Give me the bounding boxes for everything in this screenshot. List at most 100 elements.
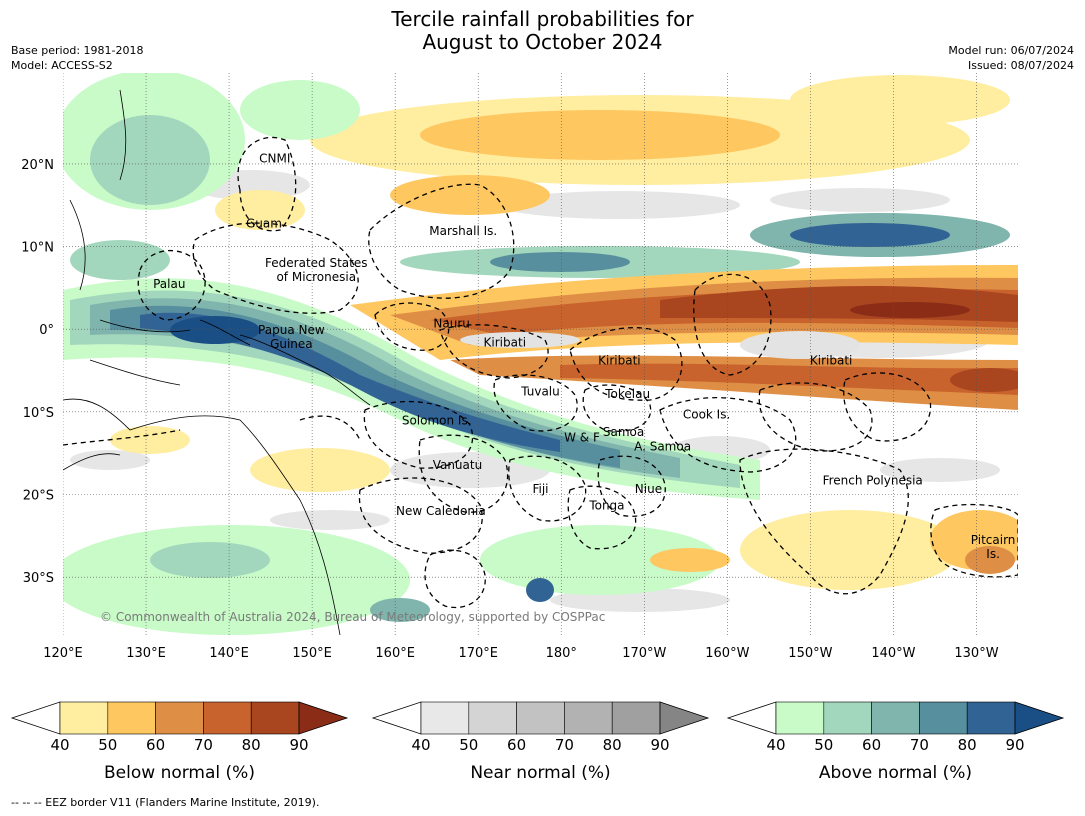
lat-tick-label: 20°N — [21, 158, 54, 173]
place-label-line: W & F — [564, 431, 600, 445]
place-label-line: CNMI — [259, 151, 290, 165]
place-label: Tonga — [588, 498, 624, 512]
place-label: Tokelau — [604, 387, 650, 401]
place-label-line: Guinea — [270, 337, 313, 351]
lon-tick-label: 180° — [546, 646, 577, 661]
longitude-tick-labels: 120°E 130°E 140°E 150°E 160°E 170°E 180° 170°W 1… — [43, 646, 998, 661]
place-label-line: Is. — [986, 547, 1000, 561]
place-label-line: Samoa — [603, 425, 644, 439]
eez-source-footnote: -- -- -- EEZ border V11 (Flanders Marine… — [11, 796, 320, 809]
colorbar-tick-label: 80 — [958, 736, 977, 754]
place-label-line: Tokelau — [604, 387, 650, 401]
colorbar-tick-label: 80 — [603, 736, 622, 754]
colorbar-segment — [871, 701, 920, 735]
below-normal-colorbar: 40 50 60 70 80 90 Below normal (%) — [10, 701, 349, 783]
colorbar-extend-low — [10, 701, 61, 735]
near-normal-colorbar: 40 50 60 70 80 90 Near normal (%) — [371, 701, 710, 783]
above-normal-west — [63, 73, 360, 210]
colorbar-title: Near normal (%) — [470, 763, 610, 783]
colorbar-tick-label: 90 — [650, 736, 669, 754]
colorbar-segment — [611, 701, 661, 735]
place-label-line: Tuvalu — [520, 384, 560, 398]
graticule — [63, 73, 1018, 635]
place-label-line: Kiribati — [484, 336, 526, 350]
lat-tick-label: 0° — [39, 323, 54, 338]
colorbar-extend-high — [1014, 701, 1065, 735]
place-label-line: Fiji — [532, 482, 548, 496]
copyright-text: © Commonwealth of Australia 2024, Bureau… — [100, 610, 605, 624]
colorbar-segment — [516, 701, 565, 735]
above-normal-north-band — [400, 213, 1010, 278]
place-label-line: Marshall Is. — [429, 224, 497, 238]
place-label: Pitcairn Is. — [971, 533, 1016, 561]
colorbar-segment — [919, 701, 968, 735]
title-line-2: August to October 2024 — [422, 30, 663, 54]
colorbar-tick-label: 90 — [289, 736, 308, 754]
colorbar-legends: 40 50 60 70 80 90 Below normal (%) 40 50 60 70 80 90… — [10, 701, 1065, 783]
colorbar-tick-label: 40 — [50, 736, 69, 754]
model-text: Model: ACCESS-S2 — [11, 59, 113, 72]
issued-text: Issued: 08/07/2024 — [967, 59, 1074, 72]
place-label-line: A. Samoa — [634, 440, 691, 454]
colorbar-title: Below normal (%) — [104, 763, 255, 783]
place-label: Nauru — [433, 317, 469, 331]
colorbar-tick-label: 70 — [555, 736, 574, 754]
lat-tick-label: 30°S — [23, 571, 54, 586]
place-label: Kiribati — [598, 354, 640, 368]
colorbar-segment — [775, 701, 825, 735]
latitude-tick-labels: 20°N 10°N 0° 10°S 20°S 30°S — [21, 158, 54, 586]
place-label: Palau — [153, 277, 185, 291]
below-normal-north — [215, 75, 1010, 230]
meta-right: Model run: 06/07/2024 Issued: 08/07/2024 — [948, 43, 1074, 73]
colorbar-title: Above normal (%) — [819, 763, 972, 783]
place-label: Kiribati — [810, 354, 852, 368]
colorbar-tick-label: 50 — [459, 736, 478, 754]
place-label: Niue — [635, 482, 662, 496]
model-run-text: Model run: 06/07/2024 — [948, 44, 1074, 57]
colorbar-tick-label: 60 — [507, 736, 526, 754]
map-title: Tercile rainfall probabilities for Augus… — [0, 8, 1085, 54]
place-label: Kiribati — [484, 336, 526, 350]
colorbar-segment — [420, 701, 470, 735]
place-label-line: French Polynesia — [823, 474, 923, 488]
place-label-line: Tonga — [588, 498, 624, 512]
lat-tick-label: 10°N — [21, 241, 54, 256]
place-label-line: Cook Is. — [683, 407, 730, 421]
meta-left: Base period: 1981-2018 Model: ACCESS-S2 — [11, 43, 143, 73]
place-label-line: New Caledonia — [396, 504, 486, 518]
colorbar-segment — [823, 701, 872, 735]
colorbar-tick-label: 80 — [242, 736, 261, 754]
place-label-line: Solomon Is. — [402, 413, 472, 427]
place-label: Marshall Is. — [429, 224, 497, 238]
colorbar-tick-label: 60 — [862, 736, 881, 754]
place-label: Guam — [246, 217, 282, 231]
colorbar-tick-label: 50 — [98, 736, 117, 754]
lon-tick-label: 150°W — [788, 646, 832, 661]
lat-tick-label: 20°S — [23, 489, 54, 504]
place-label: New Caledonia — [396, 504, 486, 518]
coastlines — [63, 89, 371, 635]
below-normal-equatorial — [350, 265, 1018, 410]
place-label-line: Papua New — [258, 323, 325, 337]
colorbar-extend-high — [298, 701, 349, 735]
place-label-line: Kiribati — [810, 354, 852, 368]
colorbar-tick-label: 70 — [194, 736, 213, 754]
place-label: CNMI — [259, 151, 290, 165]
colorbar-tick-label: 90 — [1005, 736, 1024, 754]
colorbar-segment — [107, 701, 156, 735]
colorbar-segment — [203, 701, 252, 735]
lon-tick-label: 160°W — [705, 646, 749, 661]
place-label-line: Kiribati — [598, 354, 640, 368]
place-label-line: of Micronesia — [276, 270, 356, 284]
colorbar-tick-label: 60 — [146, 736, 165, 754]
colorbar-extend-low — [726, 701, 777, 735]
title-line-1: Tercile rainfall probabilities for — [391, 7, 694, 31]
place-label-line: Palau — [153, 277, 185, 291]
lon-tick-label: 120°E — [43, 646, 83, 661]
southern-patches — [63, 426, 1018, 635]
place-labels: CNMI Guam Marshall Is. Federated States of M… — [153, 151, 1015, 561]
probability-field: CNMI Guam Marshall Is. Federated States of M… — [63, 73, 1018, 635]
colorbar-extend-high — [659, 701, 710, 735]
place-label-line: Guam — [246, 217, 282, 231]
